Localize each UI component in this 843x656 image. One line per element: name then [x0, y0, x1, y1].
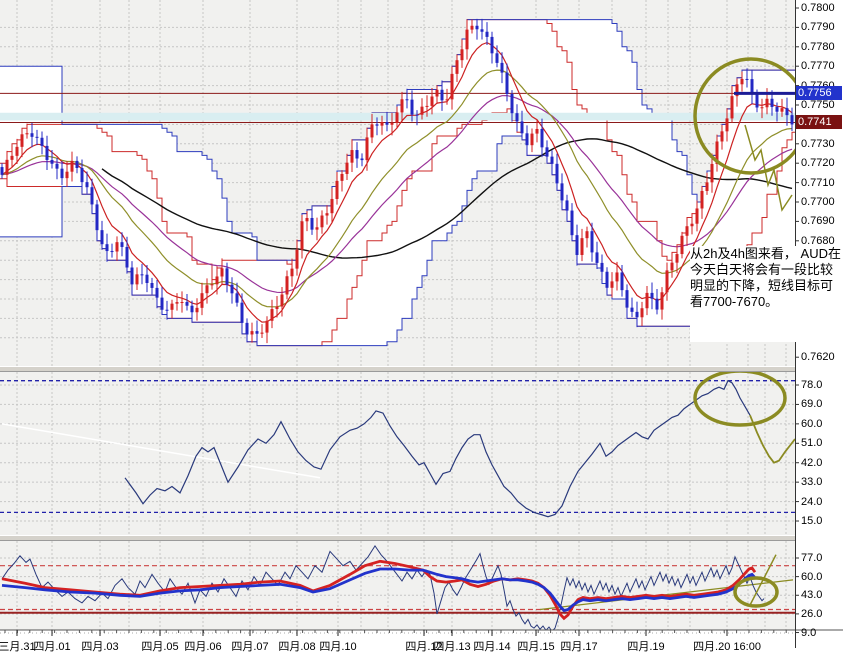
ma-olive — [1, 69, 793, 308]
olive-projection-rsi — [749, 414, 795, 464]
blue-box-lower — [0, 135, 795, 347]
rsi-panel[interactable] — [0, 372, 795, 535]
axis-ticks — [4, 7, 799, 636]
rsi-content — [0, 371, 795, 518]
stochastic-panel[interactable] — [0, 541, 795, 630]
ma-black — [101, 138, 793, 259]
white-trendline — [1, 423, 321, 479]
time-axis-area — [0, 630, 795, 656]
panel-separator[interactable] — [0, 366, 843, 372]
analysis-note[interactable]: 从2h及4h图来看， AUD在今天白天将会有一段比较明显的下降，短线目标可看77… — [690, 246, 843, 342]
ma-purple — [1, 94, 793, 294]
stoch-fast-line — [1, 544, 765, 630]
stoch-signal-blue — [1, 567, 757, 613]
olive-circle-rsi[interactable] — [693, 371, 787, 427]
olive-circle-main — [693, 57, 795, 175]
stoch-content — [0, 544, 795, 630]
rsi-line — [124, 379, 751, 518]
olive-circle-stoch[interactable] — [733, 576, 779, 608]
panel-separator[interactable] — [0, 535, 843, 541]
candles — [0, 18, 794, 344]
olive-projection-main — [744, 124, 793, 212]
drawn-annotations[interactable] — [693, 57, 807, 212]
main-chart-content — [0, 18, 807, 347]
